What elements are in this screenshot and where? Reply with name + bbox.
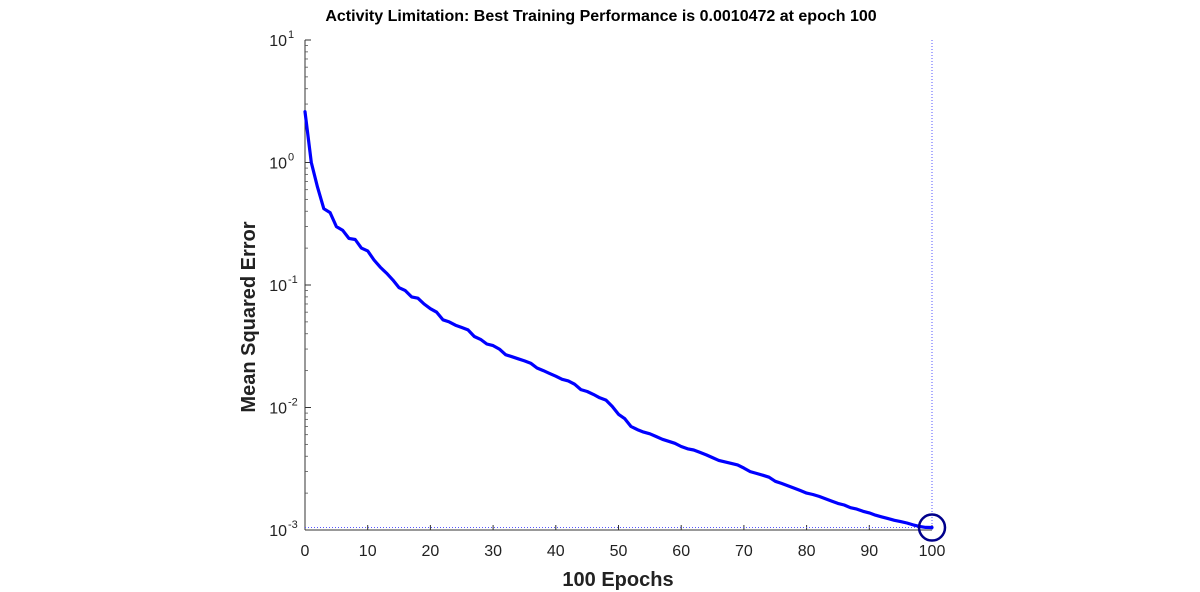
y-tick-label: 10 <box>269 156 287 173</box>
training-performance-line <box>303 110 934 530</box>
x-tick-label: 50 <box>610 543 628 560</box>
x-tick-label: 80 <box>798 543 816 560</box>
best-marker-group <box>917 513 947 542</box>
best-reference-lines <box>305 40 933 530</box>
x-tick-label: 100 <box>919 543 946 560</box>
x-tick-label: 70 <box>735 543 753 560</box>
x-axis-label: 100 Epochs <box>562 569 673 591</box>
x-tick-label: 0 <box>301 543 310 560</box>
best-performance-marker <box>917 513 947 542</box>
x-tick-label: 90 <box>860 543 878 560</box>
x-tick-label: 60 <box>672 543 690 560</box>
x-tick-label: 30 <box>484 543 502 560</box>
y-tick-label: 10 <box>269 278 287 295</box>
y-tick-exponent: 0 <box>288 152 294 164</box>
y-tick-exponent: -3 <box>288 519 298 531</box>
x-tick-label: 10 <box>359 543 377 560</box>
y-tick-exponent: 1 <box>288 29 294 41</box>
y-tick-label: 10 <box>269 523 287 540</box>
y-tick-exponent: -1 <box>288 274 298 286</box>
y-tick-label: 10 <box>269 401 287 418</box>
y-axis-label: Mean Squared Error <box>238 221 260 412</box>
x-tick-label: 20 <box>422 543 440 560</box>
series-group <box>303 110 934 530</box>
y-tick-label: 10 <box>269 33 287 50</box>
chart-title: Activity Limitation: Best Training Perfo… <box>325 8 876 25</box>
x-tick-label: 40 <box>547 543 565 560</box>
y-tick-exponent: -2 <box>288 397 298 409</box>
